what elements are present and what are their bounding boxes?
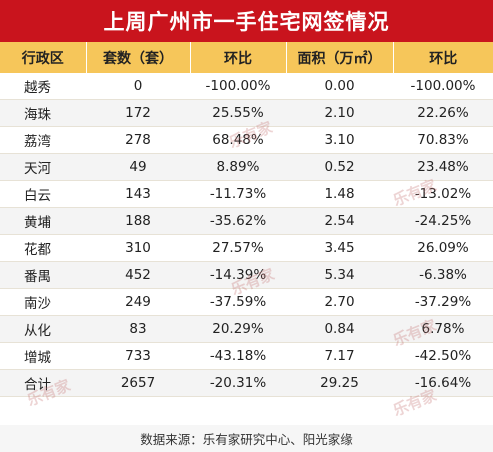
area-mom-cell: 26.09%: [393, 234, 493, 262]
region-cell: 花都: [0, 234, 86, 262]
header-area-mom: 环比: [393, 42, 493, 73]
area-mom-cell: -6.38%: [393, 261, 493, 289]
table-row: 白云 143 -11.73% 1.48 -13.02%: [0, 180, 493, 208]
table-header-row: 行政区 套数（套） 环比 面积（万㎡） 环比: [0, 42, 493, 73]
units-mom-cell: 8.89%: [190, 153, 286, 181]
units-cell: 172: [86, 99, 190, 127]
region-cell: 荔湾: [0, 126, 86, 154]
units-mom-cell: 27.57%: [190, 234, 286, 262]
area-cell: 29.25: [286, 369, 393, 397]
region-cell: 合计: [0, 369, 86, 397]
header-units-mom: 环比: [190, 42, 287, 73]
area-mom-cell: -42.50%: [393, 342, 493, 370]
area-cell: 2.54: [286, 207, 393, 235]
units-cell: 278: [86, 126, 190, 154]
area-mom-cell: -16.64%: [393, 369, 493, 397]
table-row: 荔湾 278 68.48% 3.10 70.83%: [0, 126, 493, 154]
area-mom-cell: 23.48%: [393, 153, 493, 181]
units-mom-cell: 68.48%: [190, 126, 286, 154]
table-row: 从化 83 20.29% 0.84 6.78%: [0, 315, 493, 343]
area-mom-cell: -13.02%: [393, 180, 493, 208]
units-cell: 733: [86, 342, 190, 370]
units-mom-cell: -100.00%: [190, 73, 286, 100]
sales-table: 行政区 套数（套） 环比 面积（万㎡） 环比 越秀 0 -100.00% 0.0…: [0, 42, 493, 397]
header-region: 行政区: [0, 42, 87, 73]
units-mom-cell: 20.29%: [190, 315, 286, 343]
units-mom-cell: -43.18%: [190, 342, 286, 370]
units-cell: 249: [86, 288, 190, 316]
region-cell: 从化: [0, 315, 86, 343]
area-mom-cell: -100.00%: [393, 73, 493, 100]
table-row: 南沙 249 -37.59% 2.70 -37.29%: [0, 288, 493, 316]
source-note: 数据来源：乐有家研究中心、阳光家缘: [0, 425, 493, 452]
units-cell: 310: [86, 234, 190, 262]
area-mom-cell: 22.26%: [393, 99, 493, 127]
area-cell: 7.17: [286, 342, 393, 370]
area-cell: 0.52: [286, 153, 393, 181]
units-cell: 2657: [86, 369, 190, 397]
units-cell: 49: [86, 153, 190, 181]
units-mom-cell: -14.39%: [190, 261, 286, 289]
units-cell: 0: [86, 73, 190, 100]
region-cell: 白云: [0, 180, 86, 208]
region-cell: 天河: [0, 153, 86, 181]
area-cell: 1.48: [286, 180, 393, 208]
area-cell: 5.34: [286, 261, 393, 289]
units-cell: 452: [86, 261, 190, 289]
table-row: 黄埔 188 -35.62% 2.54 -24.25%: [0, 207, 493, 235]
table-row: 番禺 452 -14.39% 5.34 -6.38%: [0, 261, 493, 289]
header-area: 面积（万㎡）: [286, 42, 394, 73]
table-row: 增城 733 -43.18% 7.17 -42.50%: [0, 342, 493, 370]
region-cell: 增城: [0, 342, 86, 370]
area-cell: 3.45: [286, 234, 393, 262]
header-units: 套数（套）: [86, 42, 191, 73]
units-mom-cell: 25.55%: [190, 99, 286, 127]
units-cell: 143: [86, 180, 190, 208]
table-row: 花都 310 27.57% 3.45 26.09%: [0, 234, 493, 262]
area-mom-cell: -37.29%: [393, 288, 493, 316]
units-cell: 188: [86, 207, 190, 235]
area-mom-cell: 70.83%: [393, 126, 493, 154]
units-mom-cell: -11.73%: [190, 180, 286, 208]
area-cell: 0.84: [286, 315, 393, 343]
area-mom-cell: 6.78%: [393, 315, 493, 343]
region-cell: 越秀: [0, 73, 86, 100]
region-cell: 黄埔: [0, 207, 86, 235]
region-cell: 南沙: [0, 288, 86, 316]
area-cell: 3.10: [286, 126, 393, 154]
area-mom-cell: -24.25%: [393, 207, 493, 235]
table-row: 天河 49 8.89% 0.52 23.48%: [0, 153, 493, 181]
region-cell: 番禺: [0, 261, 86, 289]
area-cell: 0.00: [286, 73, 393, 100]
units-mom-cell: -20.31%: [190, 369, 286, 397]
area-cell: 2.10: [286, 99, 393, 127]
units-mom-cell: -35.62%: [190, 207, 286, 235]
region-cell: 海珠: [0, 99, 86, 127]
page-title: 上周广州市一手住宅网签情况: [0, 0, 493, 42]
units-mom-cell: -37.59%: [190, 288, 286, 316]
table-row: 越秀 0 -100.00% 0.00 -100.00%: [0, 73, 493, 100]
table-row-total: 合计 2657 -20.31% 29.25 -16.64%: [0, 369, 493, 397]
units-cell: 83: [86, 315, 190, 343]
table-row: 海珠 172 25.55% 2.10 22.26%: [0, 99, 493, 127]
area-cell: 2.70: [286, 288, 393, 316]
